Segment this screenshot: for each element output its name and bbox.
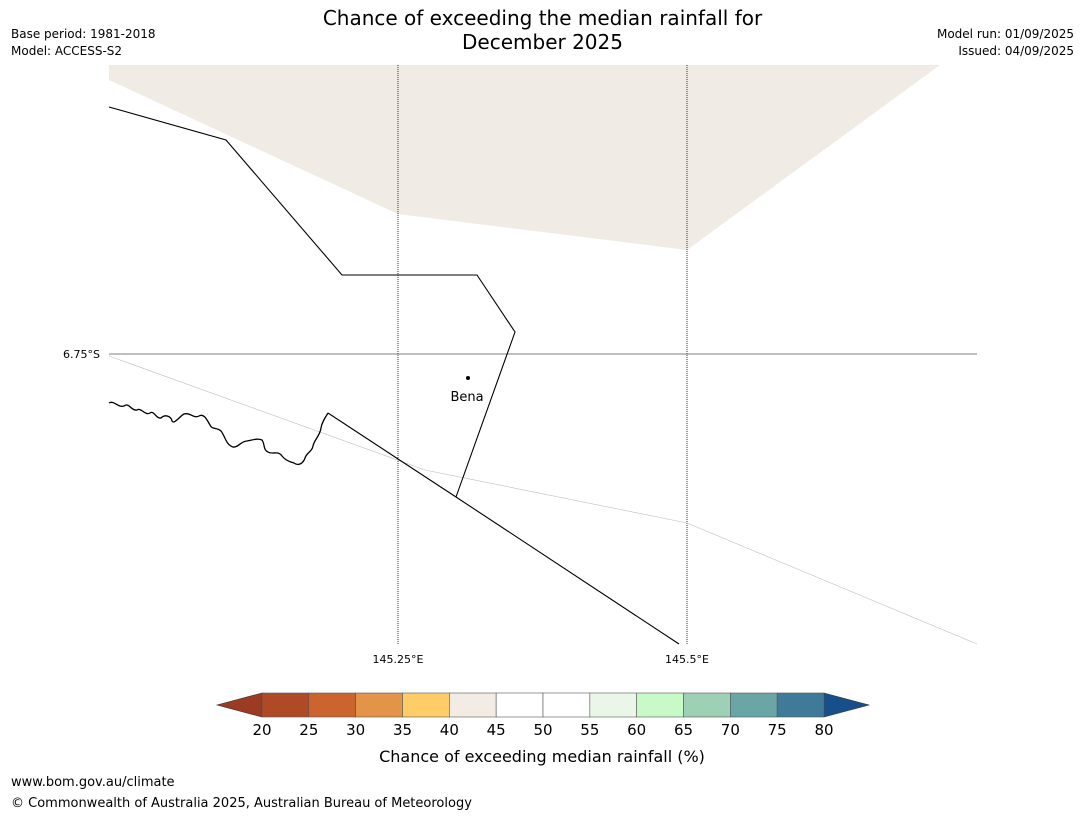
meta-right: Model run: 01/09/2025 Issued: 04/09/2025 (937, 26, 1074, 60)
colorbar-tick-label: 65 (674, 721, 693, 739)
model-run: Model run: 01/09/2025 (936, 27, 1074, 41)
colorbar-tick-label: 20 (252, 721, 271, 739)
colorbar-swatch (261, 692, 310, 718)
colorbar-tick-label: 40 (440, 721, 459, 739)
model-name: Model: ACCESS-S2 (11, 44, 123, 58)
province-boundary (108, 106, 516, 498)
colorbar-swatch (542, 692, 591, 718)
faint-boundary-line (108, 355, 978, 645)
colorbar-tick-label: 75 (768, 721, 787, 739)
colorbar: 20 25 30 35 40 45 50 55 60 65 70 75 80 (215, 692, 871, 739)
colorbar-swatch (730, 692, 778, 718)
town-marker-bena (466, 376, 470, 380)
longitude-label-1: 145.25°E (373, 653, 424, 666)
colorbar-swatch (308, 692, 356, 718)
probability-shading (109, 65, 940, 250)
colorbar-tick-label: 50 (533, 721, 552, 739)
footer-url: www.bom.gov.au/climate (11, 775, 175, 790)
colorbar-swatch (495, 692, 544, 718)
colorbar-tick-label: 60 (627, 721, 646, 739)
footer-copyright: © Commonwealth of Australia 2025, Austra… (11, 796, 472, 811)
town-label-bena: Bena (450, 390, 483, 405)
longitude-label-2: 145.5°E (665, 653, 709, 666)
latitude-label: 6.75°S (63, 348, 100, 361)
colorbar-swatch (402, 692, 450, 718)
map-title: Chance of exceeding the median rainfall … (0, 6, 1085, 54)
province-boundary-south (327, 412, 680, 645)
colorbar-extend-low (215, 692, 263, 718)
colorbar-swatch (636, 692, 684, 718)
colorbar-swatch (449, 692, 497, 718)
meta-left: Base period: 1981-2018 Model: ACCESS-S2 (11, 26, 156, 60)
colorbar-tick-label: 35 (393, 721, 412, 739)
title-line-2: December 2025 (462, 30, 623, 54)
issued-date: Issued: 04/09/2025 (958, 44, 1074, 58)
base-period: Base period: 1981-2018 (11, 27, 156, 41)
colorbar-label: Chance of exceeding median rainfall (%) (379, 747, 705, 766)
colorbar-tick-label: 70 (721, 721, 740, 739)
colorbar-swatch (776, 692, 825, 718)
colorbar-swatch (683, 692, 731, 718)
colorbar-tick-label: 45 (487, 721, 506, 739)
colorbar-swatch (355, 692, 403, 718)
river-line (108, 401, 329, 465)
colorbar-tick-label: 80 (814, 721, 833, 739)
colorbar-tick-label: 25 (299, 721, 318, 739)
colorbar-tick-label: 55 (580, 721, 599, 739)
colorbar-swatch (589, 692, 637, 718)
colorbar-extend-high (823, 692, 871, 718)
title-line-1: Chance of exceeding the median rainfall … (322, 6, 763, 30)
colorbar-tick-label: 30 (346, 721, 365, 739)
